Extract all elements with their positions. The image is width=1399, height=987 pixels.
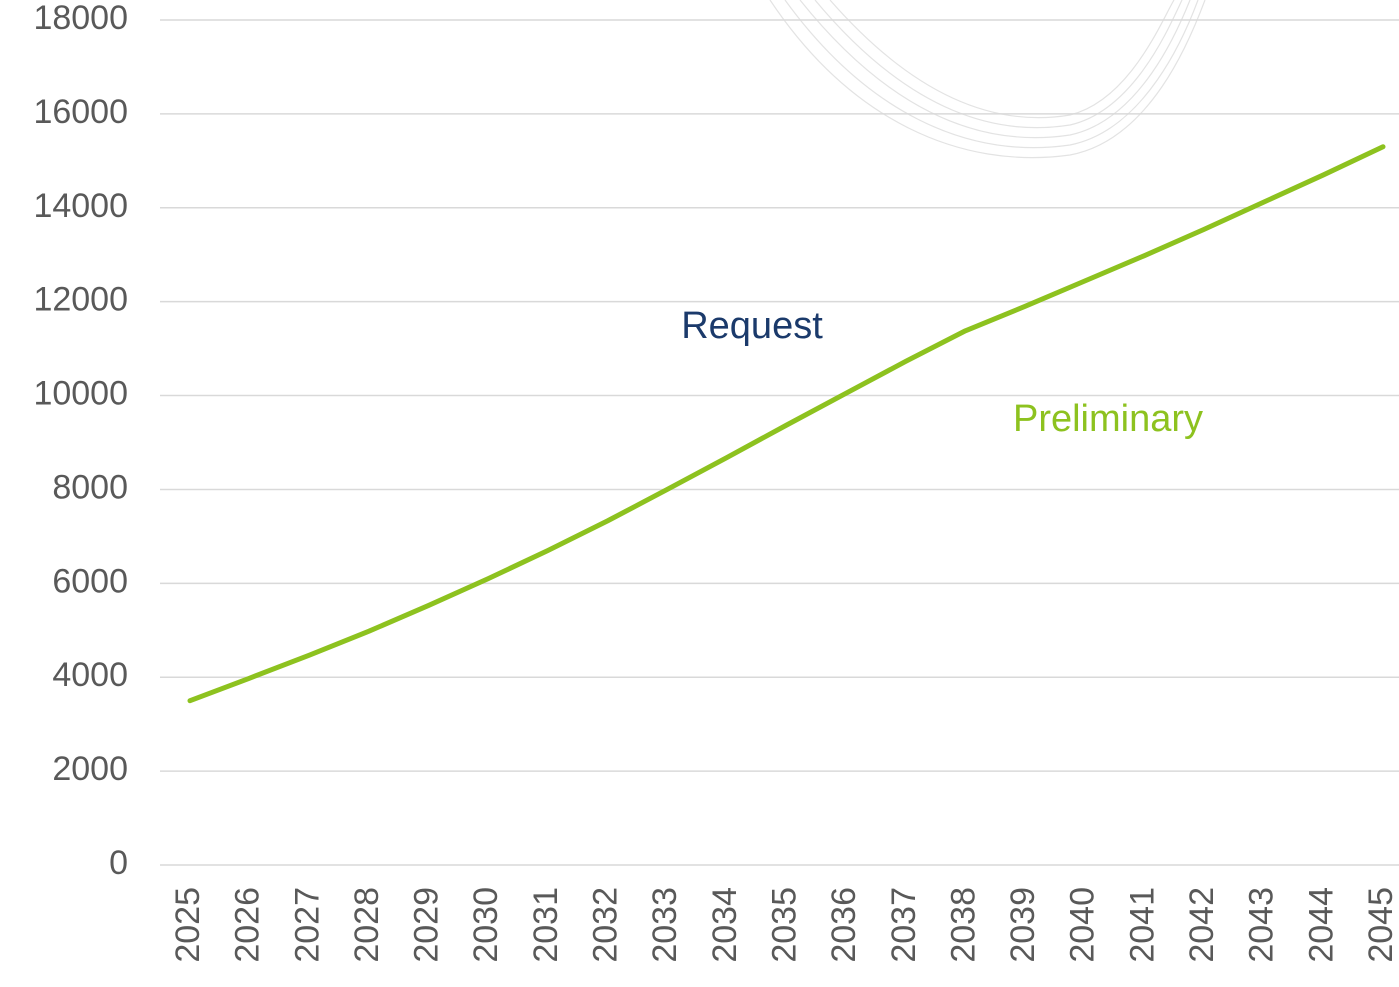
x-tick-label: 2039 <box>1004 887 1042 963</box>
y-tick-label: 14000 <box>33 187 128 225</box>
y-tick-label: 16000 <box>33 93 128 131</box>
x-tick-label: 2031 <box>527 887 565 963</box>
x-tick-label: 2028 <box>348 887 386 963</box>
x-tick-label: 2025 <box>169 887 207 963</box>
x-tick-label: 2041 <box>1123 887 1161 963</box>
x-tick-label: 2032 <box>587 887 625 963</box>
x-tick-label: 2035 <box>765 887 803 963</box>
series-label: Preliminary <box>1013 398 1203 440</box>
x-tick-label: 2045 <box>1362 887 1399 963</box>
y-tick-label: 0 <box>109 844 128 882</box>
y-tick-label: 8000 <box>52 468 128 506</box>
x-tick-label: 2042 <box>1183 887 1221 963</box>
x-tick-label: 2034 <box>706 887 744 963</box>
annotation: Request <box>681 305 823 347</box>
x-tick-label: 2038 <box>944 887 982 963</box>
x-tick-label: 2029 <box>408 887 446 963</box>
x-tick-label: 2026 <box>229 887 267 963</box>
y-tick-label: 6000 <box>52 562 128 600</box>
x-tick-label: 2030 <box>467 887 505 963</box>
series-line <box>187 144 1386 704</box>
x-tick-label: 2040 <box>1064 887 1102 963</box>
x-tick-label: 2027 <box>288 887 326 963</box>
x-tick-label: 2033 <box>646 887 684 963</box>
x-tick-label: 2037 <box>885 887 923 963</box>
x-tick-label: 2044 <box>1302 887 1340 963</box>
y-tick-label: 12000 <box>33 281 128 319</box>
y-tick-label: 4000 <box>52 656 128 694</box>
x-tick-label: 2036 <box>825 887 863 963</box>
x-tick-label: 2043 <box>1243 887 1281 963</box>
y-tick-label: 18000 <box>33 0 128 37</box>
y-tick-label: 10000 <box>33 375 128 413</box>
y-tick-label: 2000 <box>52 750 128 788</box>
decoration <box>769 0 1206 159</box>
